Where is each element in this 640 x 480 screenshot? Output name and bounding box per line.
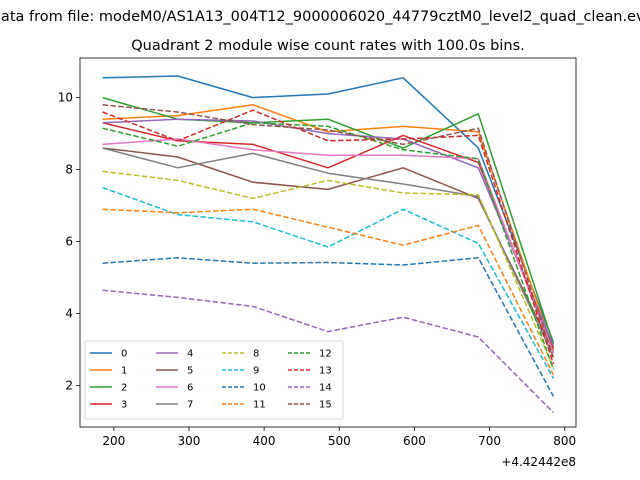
y-tick-label: 6: [65, 235, 73, 249]
legend-label-9: 9: [253, 366, 259, 377]
legend-label-14: 14: [319, 383, 332, 394]
x-tick-label: 600: [403, 434, 426, 448]
series-line-1: [102, 104, 555, 350]
legend-label-4: 4: [187, 349, 193, 360]
series-line-0: [102, 75, 555, 343]
legend-label-6: 6: [187, 383, 193, 394]
x-tick-label: 400: [253, 434, 276, 448]
series-line-5: [102, 147, 555, 352]
chart-title: Quadrant 2 module wise count rates with …: [131, 38, 525, 54]
legend-label-10: 10: [253, 383, 266, 394]
axes-frame: [79, 57, 577, 428]
series-line-4: [102, 118, 555, 347]
x-tick-label: 700: [478, 434, 501, 448]
series-layer: [102, 75, 555, 414]
x-tick-label: 200: [102, 434, 125, 448]
legend-label-15: 15: [319, 400, 332, 411]
series-line-14: [102, 289, 554, 414]
series-line-15: [102, 104, 555, 359]
legend-label-12: 12: [319, 349, 332, 360]
legend-label-1: 1: [121, 366, 127, 377]
series-line-11: [102, 208, 555, 376]
legend-label-11: 11: [253, 400, 266, 411]
series-line-8: [102, 170, 555, 368]
x-tick-label: 500: [328, 434, 351, 448]
figure-suptitle: Data from file: modeM0/AS1A13_004T12_900…: [0, 9, 640, 25]
series-line-13: [102, 109, 555, 365]
legend-label-0: 0: [121, 349, 127, 360]
series-line-12: [102, 122, 555, 370]
legend-label-8: 8: [253, 349, 259, 360]
y-tick-label: 4: [65, 307, 73, 321]
legend-box: [84, 340, 344, 420]
x-tick-label: 300: [178, 434, 201, 448]
legend-label-7: 7: [187, 400, 193, 411]
y-tick-label: 2: [65, 379, 73, 393]
legend-label-3: 3: [121, 400, 127, 411]
x-offset-label: +4.42442e8: [501, 455, 576, 469]
y-tick-label: 10: [58, 91, 73, 105]
legend-label-13: 13: [319, 366, 332, 377]
series-line-10: [102, 257, 555, 397]
legend-label-2: 2: [121, 383, 127, 394]
legend-label-5: 5: [187, 366, 193, 377]
series-line-6: [102, 138, 555, 354]
x-tick-label: 800: [553, 434, 576, 448]
y-tick-label: 8: [65, 163, 73, 177]
series-line-9: [102, 186, 555, 379]
